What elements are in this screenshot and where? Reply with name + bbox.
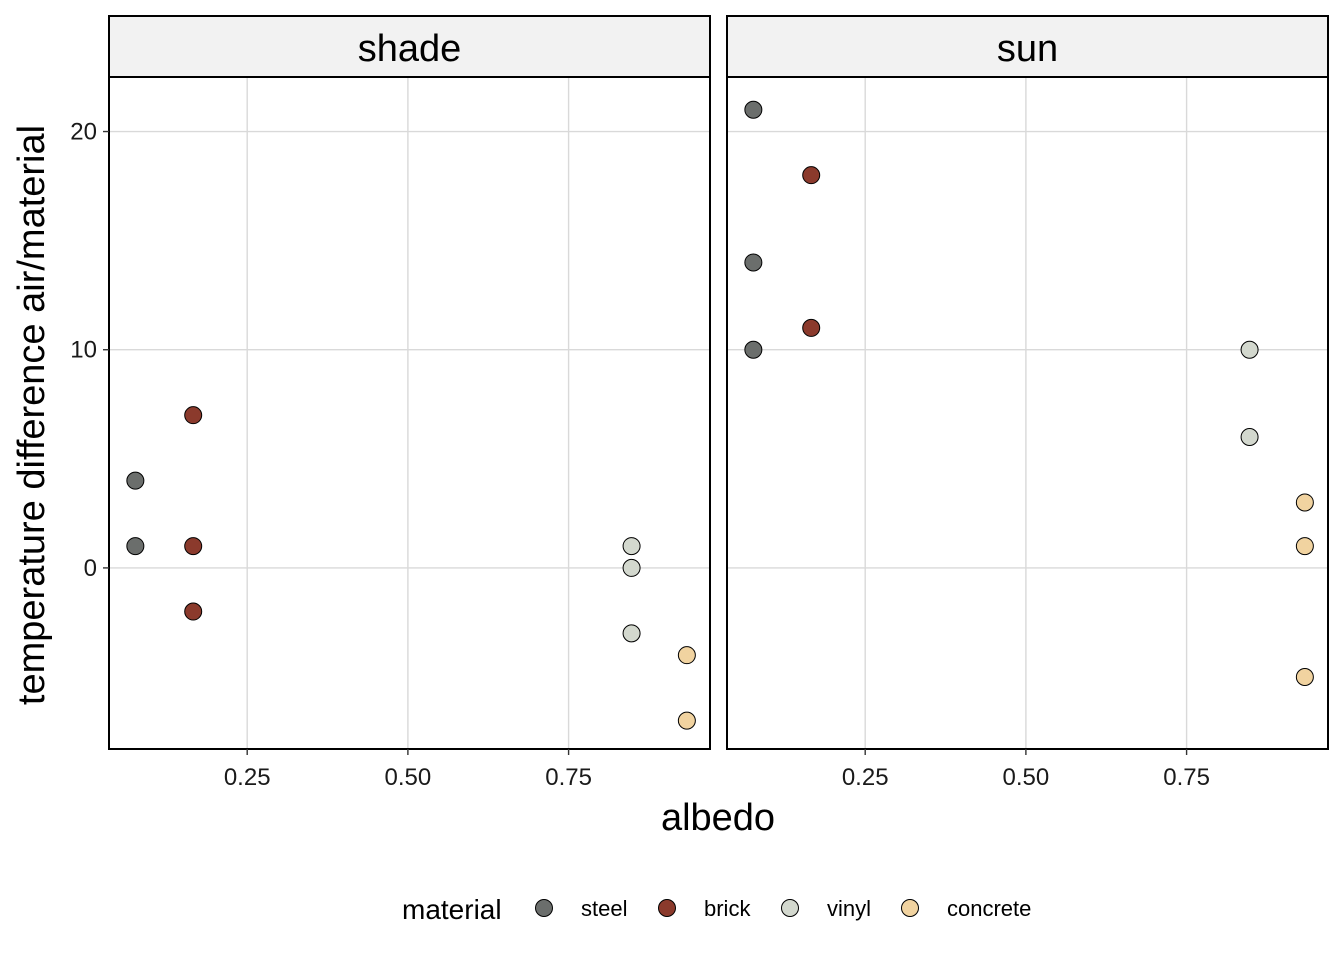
legend-item-vinyl: vinyl [781, 896, 871, 921]
x-tick-label: 0.50 [1003, 764, 1050, 791]
x-tick-label: 0.50 [385, 764, 432, 791]
data-point-brick [184, 537, 203, 556]
data-point-vinyl [1240, 340, 1259, 359]
facet-strip-label: sun [997, 28, 1058, 70]
legend-key-vinyl [781, 899, 799, 917]
legend-key-concrete [901, 899, 919, 917]
data-point-brick [184, 602, 203, 621]
data-point-steel [744, 340, 763, 359]
legend-key-brick [658, 899, 676, 917]
data-point-vinyl [622, 537, 641, 556]
x-tick-label: 0.75 [1163, 764, 1210, 791]
x-tick-label: 0.75 [545, 764, 592, 791]
x-tick-label: 0.25 [224, 764, 271, 791]
data-point-brick [802, 318, 821, 337]
data-point-brick [184, 406, 203, 425]
legend-label: concrete [947, 896, 1031, 921]
y-axis: 0 10 20 [70, 119, 109, 582]
x-axis-title: albedo [661, 797, 775, 839]
y-tick-label: 0 [84, 555, 97, 582]
facet-strip-label: shade [358, 28, 462, 70]
data-point-concrete [677, 711, 696, 730]
legend-item-brick: brick [658, 896, 751, 921]
legend-title: material [402, 894, 502, 925]
legend: material steel brick vinyl concrete [402, 894, 1031, 925]
data-point-vinyl [1240, 428, 1259, 446]
panel-shade: shade 0.25 0.50 0.75 [108, 15, 711, 791]
legend-label: brick [704, 896, 751, 921]
data-point-steel [744, 253, 763, 272]
data-point-concrete [1295, 668, 1314, 686]
data-point-vinyl [622, 558, 641, 577]
legend-key-steel [535, 899, 553, 917]
legend-item-steel: steel [535, 896, 627, 921]
x-tick-label: 0.25 [842, 764, 889, 791]
data-point-concrete [1295, 493, 1314, 512]
data-point-steel [126, 537, 145, 556]
legend-label: steel [581, 896, 627, 921]
y-axis-title: temperature difference air/material [11, 125, 53, 705]
y-tick-label: 10 [70, 337, 97, 364]
data-point-concrete [677, 646, 696, 665]
data-point-vinyl [622, 624, 641, 643]
legend-label: vinyl [827, 896, 871, 921]
data-point-steel [744, 100, 763, 119]
data-point-steel [126, 471, 145, 490]
facet-strip [726, 15, 1329, 78]
panel-sun: sun 0.25 0.50 0.75 [726, 15, 1329, 791]
legend-item-concrete: concrete [901, 896, 1031, 921]
data-point-concrete [1295, 537, 1314, 556]
data-point-brick [802, 166, 821, 185]
panels-layer: shade 0.25 0.50 0.75 sun 0.25 0.50 0.75 [108, 15, 1329, 791]
facet-strip [108, 15, 711, 78]
y-tick-label: 20 [70, 119, 97, 146]
